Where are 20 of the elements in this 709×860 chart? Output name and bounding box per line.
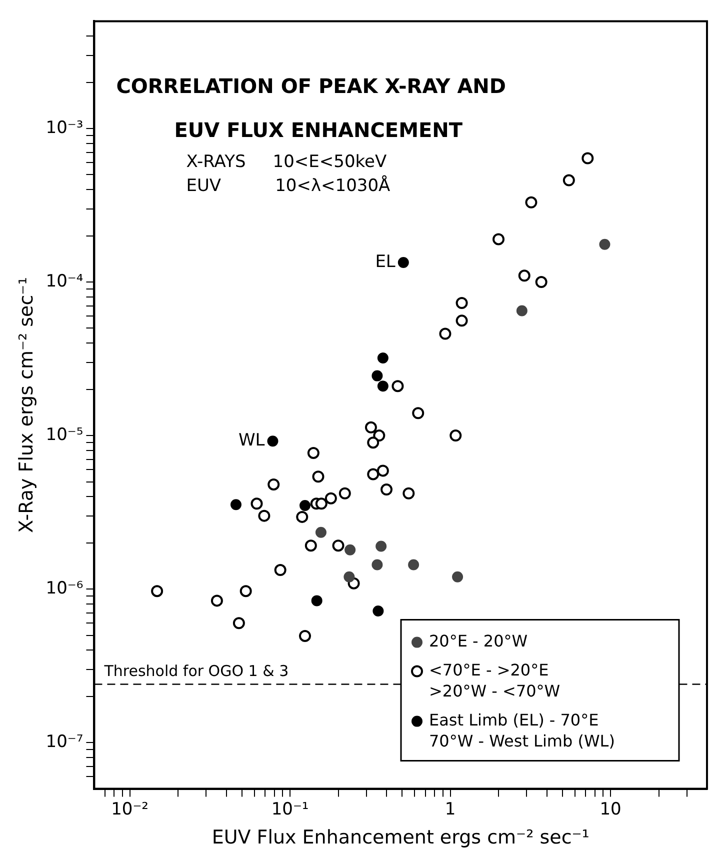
y-tick-label: 10⁻⁷	[46, 732, 84, 752]
annotation: WL	[238, 430, 266, 451]
y-tick-label: 10⁻⁵	[46, 424, 84, 445]
legend-label: <70°E - >20°E >20°W - <70°W	[429, 660, 560, 700]
text: CORRELATION OF PEAK X-RAY AND EUV FLUX ENHANCEMENT	[116, 74, 506, 142]
ref-line-label: Threshold for OGO 1 & 3	[103, 662, 289, 680]
x-axis-title: EUV Flux Enhancement ergs cm⁻² sec⁻¹	[212, 826, 590, 849]
x-tick-label: 10⁻²	[111, 799, 148, 820]
legend-label: East Limb (EL) - 70°E 70°W - West Limb (WL)	[429, 710, 615, 750]
annotation: EUV 10<λ<1030Å	[186, 175, 391, 196]
y-tick-label: 10⁻³	[46, 118, 84, 138]
y-tick-label: 10⁻⁶	[46, 578, 84, 598]
annotation: X-RAYS 10<E<50keV	[186, 152, 387, 172]
y-axis-title: X-Ray Flux ergs cm⁻² sec⁻¹	[15, 277, 38, 533]
x-tick-label: 10⁻¹	[271, 799, 309, 820]
legend-label: 20°E - 20°W	[429, 631, 528, 650]
y-tick-label: 10⁻⁴	[46, 271, 84, 292]
annotation: EL	[375, 252, 396, 272]
x-tick-label: 10	[600, 799, 622, 820]
x-tick-label: 1	[444, 799, 456, 820]
